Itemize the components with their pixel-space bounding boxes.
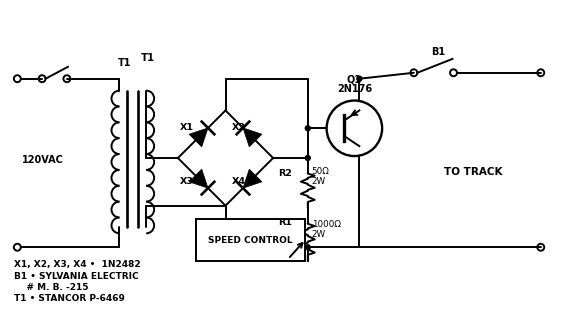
Text: B1 • SYLVANIA ELECTRIC: B1 • SYLVANIA ELECTRIC [14, 272, 139, 281]
Text: X1, X2, X3, X4 •  1N2482: X1, X2, X3, X4 • 1N2482 [14, 260, 141, 269]
Polygon shape [189, 128, 208, 147]
Circle shape [357, 76, 362, 81]
Text: 2W: 2W [312, 177, 326, 186]
Text: X2: X2 [231, 123, 246, 132]
Text: T1: T1 [141, 53, 155, 63]
Circle shape [305, 156, 310, 160]
Text: SPEED CONTROL: SPEED CONTROL [208, 236, 293, 245]
Text: Q1: Q1 [347, 75, 362, 85]
Text: 2W: 2W [312, 230, 326, 239]
Text: 120VAC: 120VAC [22, 155, 64, 165]
Text: R2: R2 [278, 169, 292, 178]
Text: T1 • STANCOR P-6469: T1 • STANCOR P-6469 [14, 294, 125, 303]
Text: 2N176: 2N176 [337, 83, 372, 94]
Text: B1: B1 [431, 47, 446, 57]
Text: X3: X3 [180, 177, 194, 186]
Circle shape [305, 126, 310, 131]
Text: TO TRACK: TO TRACK [443, 167, 502, 177]
Text: # M. B. -215: # M. B. -215 [14, 283, 89, 292]
Text: 1000Ω: 1000Ω [312, 221, 341, 230]
Polygon shape [243, 169, 262, 188]
Text: X1: X1 [180, 123, 194, 132]
Text: 50Ω: 50Ω [312, 167, 329, 176]
Polygon shape [243, 128, 262, 147]
Polygon shape [189, 169, 208, 188]
Bar [196, 220, 305, 261]
Text: X4: X4 [231, 177, 246, 186]
Circle shape [327, 101, 382, 155]
Text: R1: R1 [278, 218, 292, 228]
Text: T1: T1 [117, 58, 131, 68]
Circle shape [305, 245, 310, 250]
